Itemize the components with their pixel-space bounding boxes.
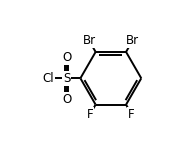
Text: F: F (87, 108, 93, 121)
Text: O: O (62, 51, 71, 64)
Text: Br: Br (83, 34, 96, 47)
Text: Cl: Cl (42, 72, 54, 85)
Text: O: O (62, 93, 71, 106)
Text: S: S (63, 72, 70, 85)
Text: Br: Br (126, 34, 139, 47)
Text: F: F (128, 108, 135, 121)
